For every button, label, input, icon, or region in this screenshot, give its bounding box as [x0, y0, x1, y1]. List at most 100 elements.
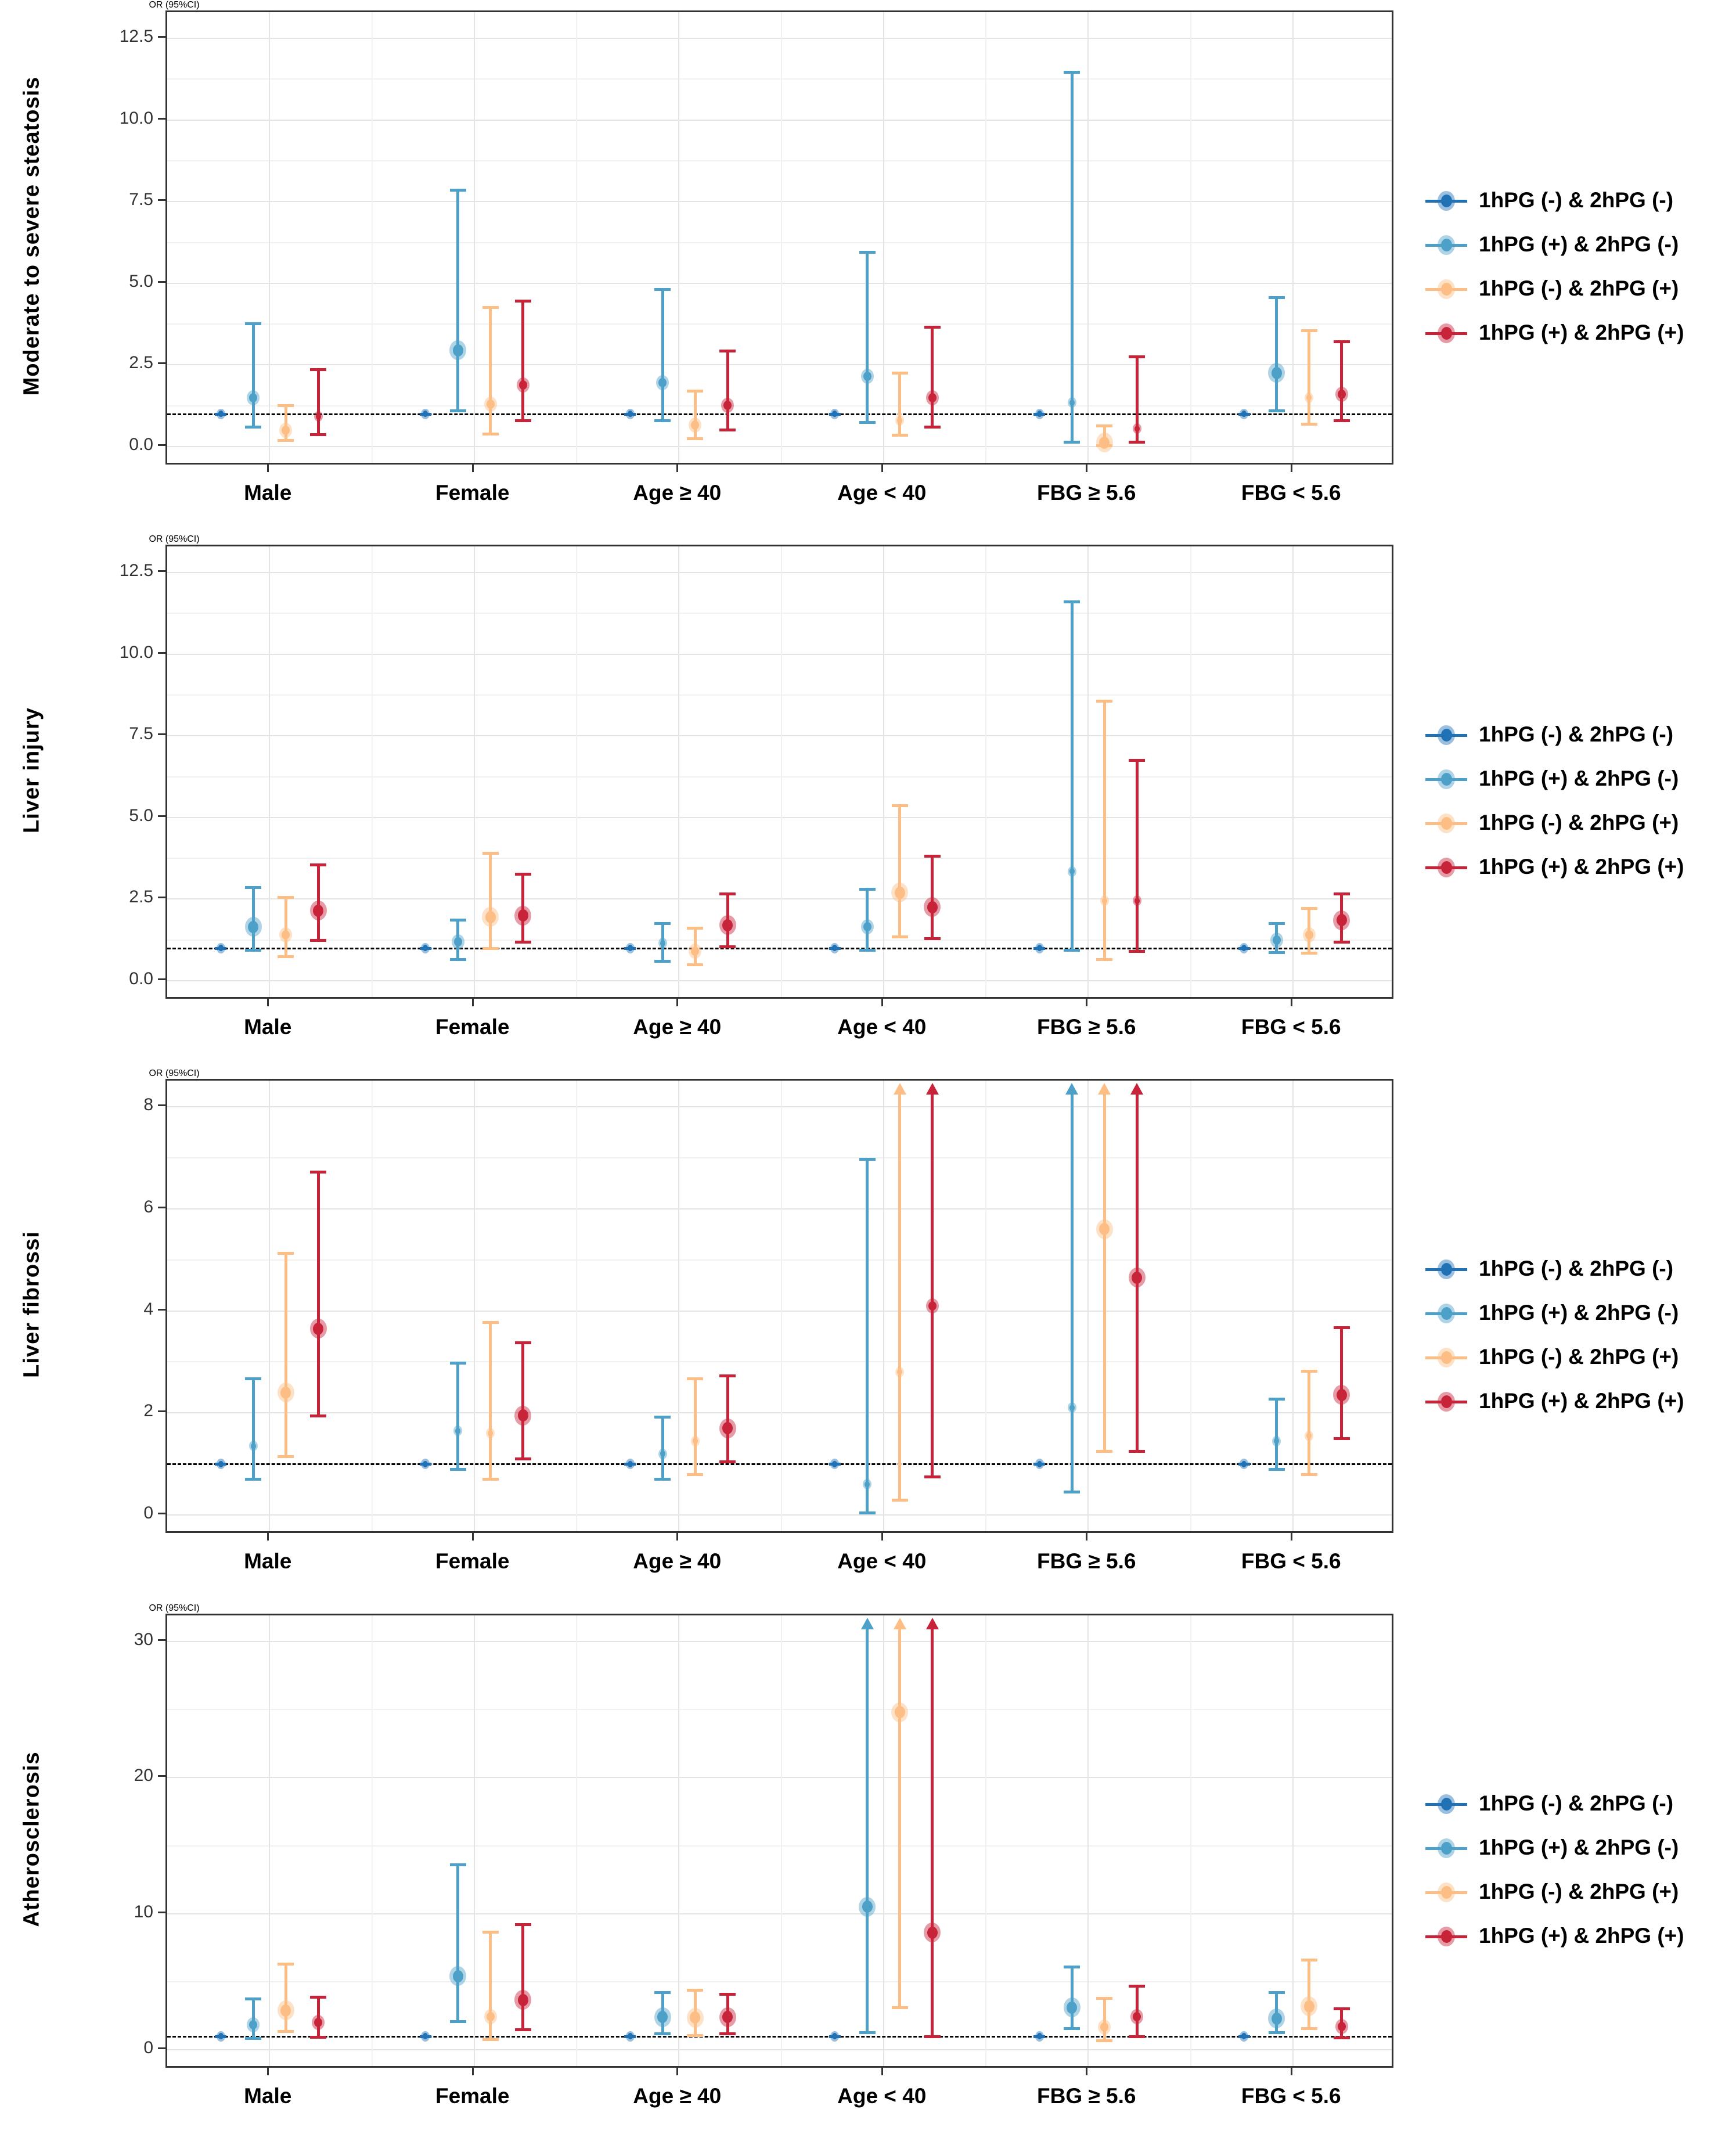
- point-marker: [832, 2033, 838, 2040]
- ci-cap-low: [278, 2030, 294, 2033]
- ci-cap-high: [310, 863, 327, 866]
- y-tick-mark: [158, 815, 165, 817]
- point-marker: [1306, 1432, 1312, 1439]
- ci-bar: [1308, 1369, 1311, 1474]
- ci-cap-high: [1096, 700, 1113, 703]
- point-marker: [1337, 390, 1346, 399]
- h-gridline-minor: [167, 160, 1392, 161]
- ci-bar: [521, 299, 525, 420]
- legend-label: 1hPG (+) & 2hPG (-): [1479, 232, 1679, 256]
- legend-item: 1hPG (-) & 2hPG (+): [1425, 807, 1733, 842]
- legend-item: 1hPG (-) & 2hPG (-): [1425, 1253, 1733, 1288]
- v-gridline-minor: [576, 546, 577, 997]
- x-tick-label: Age < 40: [837, 2084, 927, 2108]
- ci-cap-low: [1064, 440, 1081, 444]
- ci-cap-low: [719, 428, 736, 431]
- x-tick-mark: [471, 465, 474, 472]
- legend-label: 1hPG (-) & 2hPG (-): [1479, 1791, 1674, 1815]
- ci-cap-low: [278, 955, 294, 958]
- v-gridline-major: [1087, 12, 1089, 463]
- y-tick-label: 12.5: [119, 561, 153, 580]
- h-gridline-major: [167, 1641, 1392, 1642]
- v-gridline-major: [1087, 546, 1089, 997]
- ci-cap-high: [278, 1963, 294, 1966]
- y-tick-mark: [158, 1911, 165, 1913]
- x-tick-label: FBG ≥ 5.6: [1037, 1549, 1136, 1573]
- y-tick-mark: [158, 1308, 165, 1311]
- ci-cap-low: [514, 2028, 531, 2031]
- ci-cap-high: [310, 1170, 327, 1174]
- point-marker: [863, 372, 871, 381]
- ci-bar: [456, 1863, 460, 2021]
- point-marker: [1036, 2033, 1042, 2040]
- y-tick-mark: [158, 1410, 165, 1413]
- point-marker: [453, 937, 462, 946]
- legend-label: 1hPG (+) & 2hPG (-): [1479, 766, 1679, 790]
- ci-cap-low: [310, 2035, 327, 2039]
- ci-cap-low: [1268, 409, 1285, 413]
- ci-cap-low: [278, 438, 294, 442]
- point-marker: [1069, 868, 1075, 875]
- x-tick-mark: [267, 999, 269, 1006]
- y-axis-title: OR (95%CI): [149, 1603, 200, 1613]
- y-tick-label: 5.0: [129, 271, 153, 291]
- y-tick-label: 2.5: [129, 887, 153, 907]
- x-tick-label: Age ≥ 40: [633, 2084, 722, 2108]
- legend-label: 1hPG (+) & 2hPG (-): [1479, 1301, 1679, 1324]
- point-marker: [486, 399, 495, 409]
- point-marker: [832, 945, 838, 952]
- ci-bar: [1275, 296, 1278, 411]
- point-marker: [314, 2018, 323, 2028]
- ci-cap-high: [514, 299, 531, 303]
- ci-cap-low: [1096, 1450, 1113, 1453]
- y-tick-mark: [158, 978, 165, 980]
- ci-cap-low: [891, 1498, 908, 1502]
- point-marker: [832, 411, 838, 417]
- h-gridline-minor: [167, 323, 1392, 325]
- point-marker: [928, 393, 937, 402]
- ci-cap-high: [654, 288, 671, 291]
- x-tick-label: Age ≥ 40: [633, 481, 722, 505]
- point-marker: [722, 919, 733, 931]
- v-gridline-minor: [780, 546, 782, 997]
- v-gridline-minor: [371, 1081, 373, 1531]
- ci-cap-high: [1268, 922, 1285, 925]
- ci-cap-low: [891, 935, 908, 939]
- ci-bar: [284, 1963, 287, 2032]
- ci-bar: [251, 886, 255, 950]
- ci-bar: [1103, 424, 1106, 446]
- ci-arrow-up: [893, 1083, 906, 1095]
- legend-key-point: [1440, 1395, 1452, 1408]
- ci-bar: [1135, 355, 1139, 442]
- ci-bar: [316, 368, 320, 435]
- legend-label: 1hPG (-) & 2hPG (-): [1479, 722, 1674, 746]
- ci-bar: [1135, 1984, 1139, 2036]
- ci-bar: [866, 887, 869, 950]
- y-tick-mark: [158, 1639, 165, 1641]
- h-gridline-minor: [167, 1709, 1392, 1711]
- panel-title: Atherosclerosis: [19, 1751, 44, 1927]
- point-marker: [423, 945, 428, 952]
- h-gridline-major: [167, 201, 1392, 203]
- ci-bar: [866, 1628, 869, 2032]
- ci-cap-high: [1301, 329, 1317, 332]
- reference-line-or1: [167, 947, 1392, 949]
- point-marker: [486, 2011, 495, 2021]
- ci-cap-low: [1129, 1450, 1146, 1453]
- ci-cap-high: [687, 1377, 704, 1380]
- ci-bar: [316, 1170, 320, 1416]
- ci-cap-low: [1301, 2027, 1317, 2030]
- point-marker: [218, 945, 224, 952]
- legend-key-point: [1440, 1842, 1452, 1855]
- ci-cap-low: [859, 2031, 876, 2034]
- point-marker: [722, 2011, 733, 2024]
- point-marker: [927, 901, 938, 913]
- ci-cap-high: [687, 1988, 704, 1992]
- x-tick-label: Female: [435, 2084, 510, 2108]
- h-gridline-major: [167, 898, 1392, 900]
- v-gridline-minor: [371, 12, 373, 463]
- ci-bar: [521, 1923, 525, 2029]
- point-marker: [660, 1450, 665, 1457]
- ci-cap-low: [482, 2038, 499, 2042]
- ci-cap-low: [924, 2035, 941, 2038]
